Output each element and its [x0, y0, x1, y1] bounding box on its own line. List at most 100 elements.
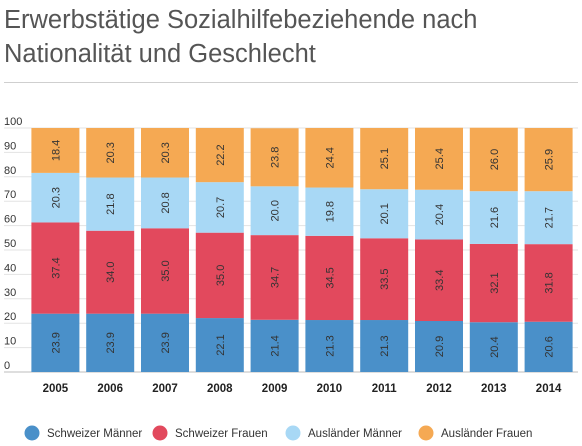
bar-segment [86, 177, 135, 231]
y-tick-label: 0 [4, 360, 10, 372]
legend-swatch [24, 425, 40, 441]
x-tick-label: 2011 [372, 383, 398, 395]
bar-segment [31, 222, 80, 314]
y-tick-label: 30 [4, 287, 16, 299]
bar-segment [415, 189, 463, 240]
bar-value-label: 18.4 [50, 140, 62, 161]
bar-segment [305, 320, 354, 372]
bar-segment [141, 128, 189, 178]
bar-segment [31, 172, 80, 223]
legend-label: Ausländer Männer [308, 428, 402, 440]
legend-label: Schweizer Männer [47, 428, 142, 440]
x-tick-label: 2006 [97, 383, 123, 395]
bar-segment [360, 320, 409, 372]
bar-segment [360, 128, 409, 190]
bar-value-label: 37.4 [50, 257, 62, 278]
title-divider [4, 82, 578, 83]
legend-swatch [285, 425, 301, 441]
bar-value-label: 31.8 [544, 272, 556, 293]
bar-segment [415, 239, 463, 322]
bar-segment [250, 235, 299, 320]
bar-value-label: 24.4 [324, 147, 336, 168]
bar-value-label: 34.7 [270, 267, 282, 288]
bar-segment [195, 182, 244, 233]
bar-value-label: 35.0 [215, 265, 227, 286]
y-tick-label: 70 [4, 189, 16, 201]
bar-segment [195, 232, 244, 319]
x-tick-label: 2007 [152, 383, 178, 395]
bar-segment [415, 127, 463, 190]
bar-value-label: 34.0 [105, 261, 117, 282]
bar-value-label: 22.1 [215, 334, 227, 355]
bar-segment [31, 128, 80, 173]
bar-value-label: 33.4 [434, 270, 446, 291]
bar-value-label: 23.9 [160, 332, 172, 353]
bar-segment [86, 128, 135, 178]
bar-segment [469, 322, 518, 372]
bar-value-label: 20.3 [50, 187, 62, 208]
x-tick-label: 2008 [207, 383, 233, 395]
bar-segment [524, 321, 573, 372]
bar-value-label: 20.6 [544, 336, 556, 357]
y-tick-label: 10 [4, 336, 16, 348]
x-tick-label: 2013 [481, 383, 507, 395]
bar-segment [360, 189, 409, 239]
y-tick-label: 20 [4, 311, 16, 323]
x-tick-label: 2010 [317, 383, 343, 395]
bar-value-label: 25.4 [434, 148, 446, 169]
y-axis-ticks: 0 10 20 30 40 50 60 70 80 90 100 [4, 116, 22, 372]
bar-value-label: 21.7 [544, 207, 556, 228]
bar-segment [524, 244, 573, 322]
bar-segment [195, 318, 244, 372]
bar-segment [31, 313, 80, 372]
bar-segment [250, 186, 299, 236]
legend-swatch [418, 425, 434, 441]
bar-value-label: 20.8 [160, 192, 172, 213]
bar-value-label: 23.8 [270, 147, 282, 168]
chart-title: Erwerbstätige Sozialhilfebeziehende nach… [4, 6, 478, 68]
bar-value-label: 20.0 [270, 200, 282, 221]
bar-value-label: 20.9 [434, 336, 446, 357]
x-tick-label: 2009 [262, 383, 288, 395]
bar-value-label: 20.1 [379, 203, 391, 224]
bar-segment [524, 128, 573, 192]
x-tick-label: 2005 [43, 383, 69, 395]
legend: Schweizer Männer Schweizer Frauen Auslände… [24, 425, 532, 441]
legend-label: Schweizer Frauen [175, 428, 268, 440]
y-tick-label: 50 [4, 238, 16, 250]
bar-value-label: 19.8 [324, 201, 336, 222]
y-tick-label: 40 [4, 262, 16, 274]
bar-value-label: 21.3 [379, 335, 391, 356]
legend-label: Ausländer Frauen [441, 428, 532, 440]
bar-segment [250, 319, 299, 372]
bar-segment [360, 238, 409, 321]
bar-value-label: 20.3 [105, 142, 117, 163]
y-tick-label: 60 [4, 214, 16, 226]
bar-value-label: 32.1 [489, 272, 501, 293]
bar-value-label: 21.3 [324, 335, 336, 356]
bar-segment [141, 177, 189, 229]
y-tick-label: 90 [4, 140, 16, 152]
bar-segment [469, 127, 518, 192]
x-tick-label: 2012 [426, 383, 452, 395]
bar-value-labels: 23.9 37.4 20.3 18.4 23.9 34.0 21.8 20.3 23.9 35.0… [50, 140, 555, 358]
bar-segment [305, 235, 354, 321]
bar-segment [305, 128, 354, 188]
x-axis-ticks: 2005 2006 2007 2008 2009 2010 2011 2012 2013 2014 [43, 383, 562, 395]
y-tick-label: 100 [4, 116, 22, 128]
bar-segment [469, 243, 518, 323]
x-tick-label: 2014 [536, 383, 562, 395]
bar-value-label: 20.4 [489, 336, 501, 357]
bar-value-label: 25.1 [379, 148, 391, 169]
bar-value-label: 35.0 [160, 260, 172, 281]
bar-value-label: 23.9 [105, 332, 117, 353]
bar-segment [195, 128, 244, 183]
y-tick-label: 80 [4, 165, 16, 177]
bar-value-label: 21.4 [270, 335, 282, 356]
bar-segment [524, 191, 573, 245]
bar-segment [141, 313, 189, 372]
bar-value-label: 22.2 [215, 144, 227, 165]
bar-value-label: 23.9 [50, 332, 62, 353]
bar-value-label: 20.3 [160, 142, 172, 163]
bar-segment [469, 191, 518, 244]
